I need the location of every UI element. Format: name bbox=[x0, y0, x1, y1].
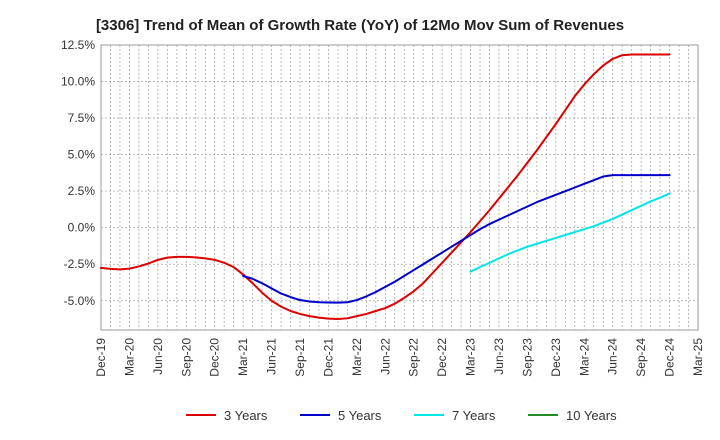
x-tick-label: Dec-23 bbox=[549, 338, 563, 377]
y-tick-label: 0.0% bbox=[68, 221, 96, 235]
y-tick-label: -5.0% bbox=[64, 294, 96, 308]
x-tick-label: Jun-21 bbox=[265, 338, 279, 375]
x-tick-label: Jun-22 bbox=[378, 338, 392, 375]
legend: 3 Years 5 Years 7 Years 10 Years bbox=[186, 408, 617, 423]
y-tick-label: -2.5% bbox=[64, 257, 96, 271]
x-tick-label: Dec-22 bbox=[435, 338, 449, 377]
plot-area bbox=[100, 44, 699, 331]
series-line-5-years bbox=[242, 174, 671, 304]
legend-label: 3 Years bbox=[224, 408, 268, 423]
legend-label: 5 Years bbox=[338, 408, 382, 423]
series-layer bbox=[100, 53, 671, 321]
x-tick-label: Sep-20 bbox=[179, 338, 193, 377]
x-tick-label: Sep-21 bbox=[293, 338, 307, 377]
legend-label: 7 Years bbox=[452, 408, 496, 423]
chart-title: [3306] Trend of Mean of Growth Rate (YoY… bbox=[96, 17, 624, 34]
x-tick-label: Dec-21 bbox=[321, 338, 335, 377]
x-tick-label: Mar-24 bbox=[577, 338, 591, 376]
x-tick-label: Mar-25 bbox=[691, 338, 705, 376]
y-tick-label: 7.5% bbox=[68, 111, 96, 125]
x-tick-label: Mar-22 bbox=[350, 338, 364, 376]
x-tick-label: Jun-20 bbox=[151, 338, 165, 375]
axis-layer: 12.5% 10.0% 7.5% 5.0% 2.5% 0.0% -2.5% -5.0% Dec-… bbox=[61, 38, 705, 377]
series-line-7-years bbox=[469, 192, 671, 273]
x-tick-label: Dec-19 bbox=[94, 338, 108, 377]
x-tick-label: Jun-23 bbox=[492, 338, 506, 375]
x-tick-label: Sep-24 bbox=[634, 338, 648, 377]
y-tick-label: 5.0% bbox=[68, 148, 96, 162]
x-tick-label: Sep-22 bbox=[407, 338, 421, 377]
x-tick-label: Sep-23 bbox=[520, 338, 534, 377]
x-tick-label: Dec-20 bbox=[208, 338, 222, 377]
series-line-3-years bbox=[100, 53, 671, 321]
x-tick-label: Jun-24 bbox=[606, 338, 620, 375]
y-tick-label: 12.5% bbox=[61, 38, 95, 52]
grid-layer bbox=[100, 44, 699, 331]
y-tick-label: 10.0% bbox=[61, 75, 95, 89]
x-tick-label: Mar-21 bbox=[236, 338, 250, 376]
legend-label: 10 Years bbox=[566, 408, 617, 423]
x-tick-label: Mar-23 bbox=[464, 338, 478, 376]
x-tick-label: Dec-24 bbox=[663, 338, 677, 377]
x-tick-label: Mar-20 bbox=[122, 338, 136, 376]
y-tick-label: 2.5% bbox=[68, 184, 96, 198]
